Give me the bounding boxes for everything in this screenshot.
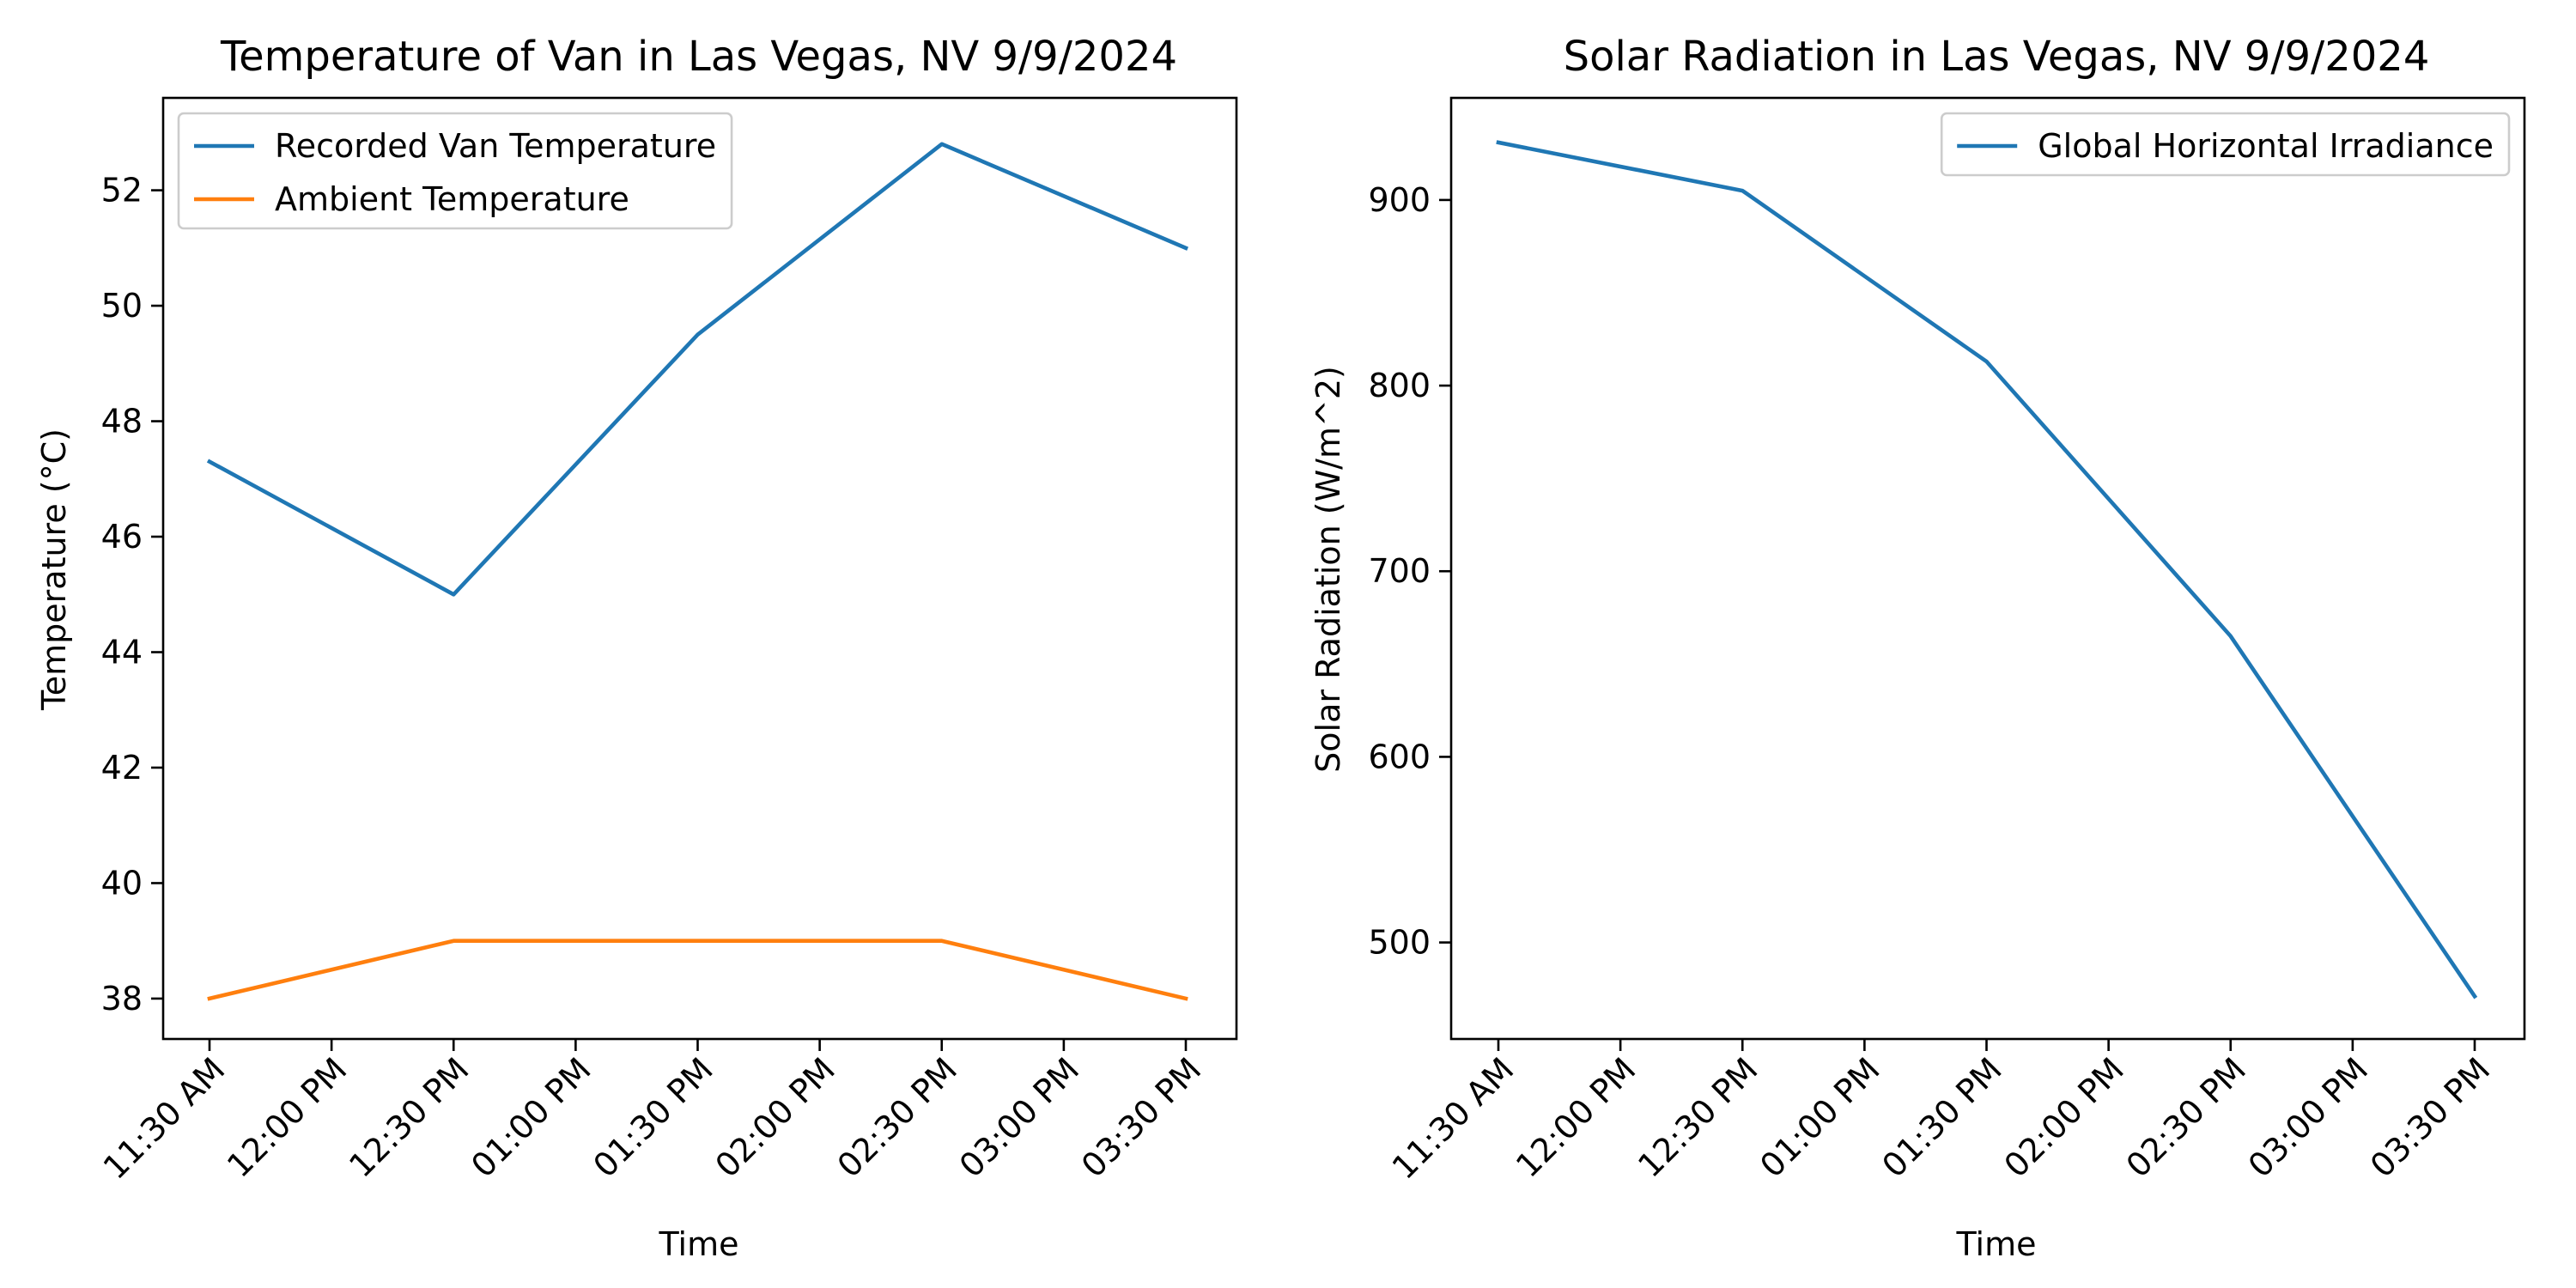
legend: Recorded Van Temperature Ambient Temperat… xyxy=(177,112,733,230)
y-tick-label: 38 xyxy=(101,980,143,1018)
legend-box xyxy=(1940,112,2511,177)
axes-frame xyxy=(1449,96,2526,1041)
y-tick-label: 50 xyxy=(101,287,143,325)
series-line xyxy=(206,142,1189,597)
y-tick-label: 40 xyxy=(101,864,143,902)
legend-label: Ambient Temperature xyxy=(275,180,629,218)
x-axis-label: Time xyxy=(1956,1225,2037,1263)
legend: Global Horizontal Irradiance xyxy=(1940,112,2511,177)
y-tick-label: 42 xyxy=(101,749,143,787)
x-axis-label: Time xyxy=(659,1225,739,1263)
legend-box xyxy=(177,112,733,230)
y-tick-label: 44 xyxy=(101,633,143,671)
y-tick-label: 52 xyxy=(101,172,143,210)
y-tick-label: 700 xyxy=(1368,552,1431,590)
y-tick-label: 800 xyxy=(1368,367,1431,404)
chart-title: Solar Radiation in Las Vegas, NV 9/9/202… xyxy=(1564,33,2430,81)
y-tick-label: 600 xyxy=(1368,738,1431,775)
series-line xyxy=(207,939,1188,1001)
y-tick-label: 900 xyxy=(1368,181,1431,219)
y-tick-label: 500 xyxy=(1368,924,1431,962)
y-tick-label: 48 xyxy=(101,403,143,440)
y-axis-label: Temperature (°C) xyxy=(35,428,73,711)
axes-frame xyxy=(161,96,1238,1041)
y-axis-label: Solar Radiation (W/m^2) xyxy=(1309,366,1347,773)
legend-label: Global Horizontal Irradiance xyxy=(2038,127,2494,165)
chart-title: Temperature of Van in Las Vegas, NV 9/9/… xyxy=(220,33,1177,81)
y-tick-label: 46 xyxy=(101,518,143,556)
series-line xyxy=(1496,140,2478,999)
legend-label: Recorded Van Temperature xyxy=(275,127,716,165)
